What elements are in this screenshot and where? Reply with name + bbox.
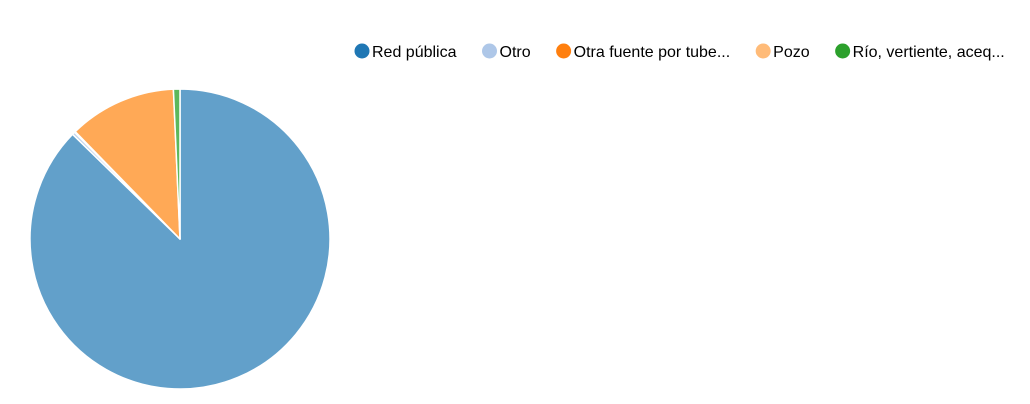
legend-swatch-4 bbox=[835, 43, 851, 59]
legend-label-2: Otra fuente por tube... bbox=[574, 44, 731, 61]
pie-slices bbox=[29, 88, 331, 390]
legend-swatch-1 bbox=[482, 43, 497, 59]
pie-slice-3[interactable] bbox=[74, 88, 181, 240]
legend-swatch-0 bbox=[354, 43, 370, 59]
legend-swatch-3 bbox=[755, 43, 771, 59]
legend-label-1: Otro bbox=[500, 44, 531, 61]
legend-item-2[interactable]: Otra fuente por tube... bbox=[556, 43, 731, 62]
legend-label-0: Red pública bbox=[372, 44, 457, 61]
legend-label-3: Pozo bbox=[773, 44, 810, 61]
pie-slice-4[interactable] bbox=[172, 88, 181, 240]
legend-item-0[interactable]: Red pública bbox=[354, 43, 457, 62]
legend-item-4[interactable]: Río, vertiente, aceq... bbox=[835, 43, 1005, 62]
legend-label-4: Río, vertiente, aceq... bbox=[853, 44, 1005, 61]
legend-swatch-2 bbox=[556, 43, 572, 59]
legend-item-3[interactable]: Pozo bbox=[755, 43, 810, 62]
legend-item-1[interactable]: Otro bbox=[482, 43, 531, 62]
legend: Red pública Otro Otra fuente por tube... Po… bbox=[354, 43, 1005, 62]
